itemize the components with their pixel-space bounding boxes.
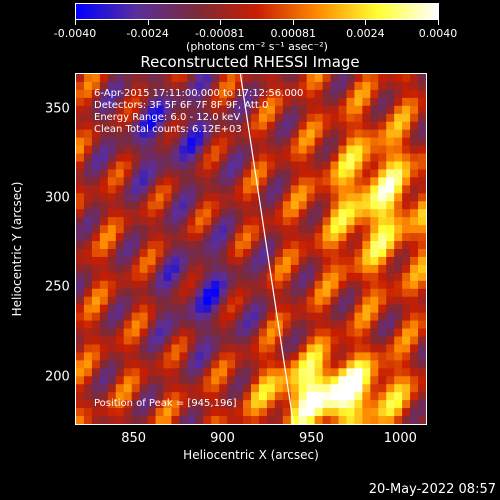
y-tick-label: 350 bbox=[45, 101, 70, 117]
colorbar-unit-label: (photons cm⁻² s⁻¹ asec⁻²) bbox=[186, 40, 328, 53]
date-stamp: 20-May-2022 08:57 bbox=[368, 482, 496, 497]
solar-limb-line bbox=[239, 74, 295, 424]
info-detectors: Detectors: 3F 5F 6F 7F 8F 9F, Att 0 bbox=[94, 100, 269, 111]
x-tick-label: 850 bbox=[121, 431, 147, 446]
colorbar-tick-mark bbox=[365, 20, 367, 25]
y-axis-label: Heliocentric Y (arcsec) bbox=[10, 181, 24, 317]
colorbar-tick-mark bbox=[75, 20, 76, 25]
info-peak-position: Position of Peak = [945,196] bbox=[94, 398, 237, 409]
colorbar-tick-mark bbox=[293, 20, 295, 25]
colorbar-tick-label: 0.0024 bbox=[346, 27, 385, 40]
y-tick-label: 250 bbox=[45, 279, 70, 295]
y-tick-label: 200 bbox=[45, 369, 70, 385]
x-axis-label: Heliocentric X (arcsec) bbox=[183, 448, 319, 462]
colorbar-tick-mark bbox=[219, 20, 221, 25]
heatmap-cells bbox=[76, 74, 426, 424]
x-tick-label: 1000 bbox=[383, 431, 417, 446]
info-energy-range: Energy Range: 6.0 - 12.0 keV bbox=[94, 112, 241, 123]
info-time-range: 6-Apr-2015 17:11:00.000 to 17:12:56.000 bbox=[94, 88, 304, 99]
x-tick-label: 900 bbox=[210, 431, 235, 446]
colorbar-tick-mark bbox=[147, 20, 149, 25]
colorbar-tick-label: -0.0040 bbox=[53, 27, 97, 40]
x-tick-label: 950 bbox=[299, 431, 324, 446]
colorbar-tick-label: 0.00081 bbox=[270, 27, 317, 40]
info-clean-counts: Clean Total counts: 6.12E+03 bbox=[94, 124, 242, 135]
colorbar bbox=[75, 3, 439, 20]
y-tick-label: 300 bbox=[45, 190, 70, 206]
rhessi-heatmap bbox=[76, 74, 426, 424]
colorbar-tick-label: -0.00081 bbox=[195, 27, 245, 40]
colorbar-tick-label: -0.0024 bbox=[126, 27, 169, 40]
colorbar-tick-label: 0.0040 bbox=[418, 27, 458, 40]
image-plot-area bbox=[75, 73, 427, 425]
plot-title: Reconstructed RHESSI Image bbox=[140, 53, 360, 71]
colorbar-tick-mark bbox=[438, 20, 439, 25]
